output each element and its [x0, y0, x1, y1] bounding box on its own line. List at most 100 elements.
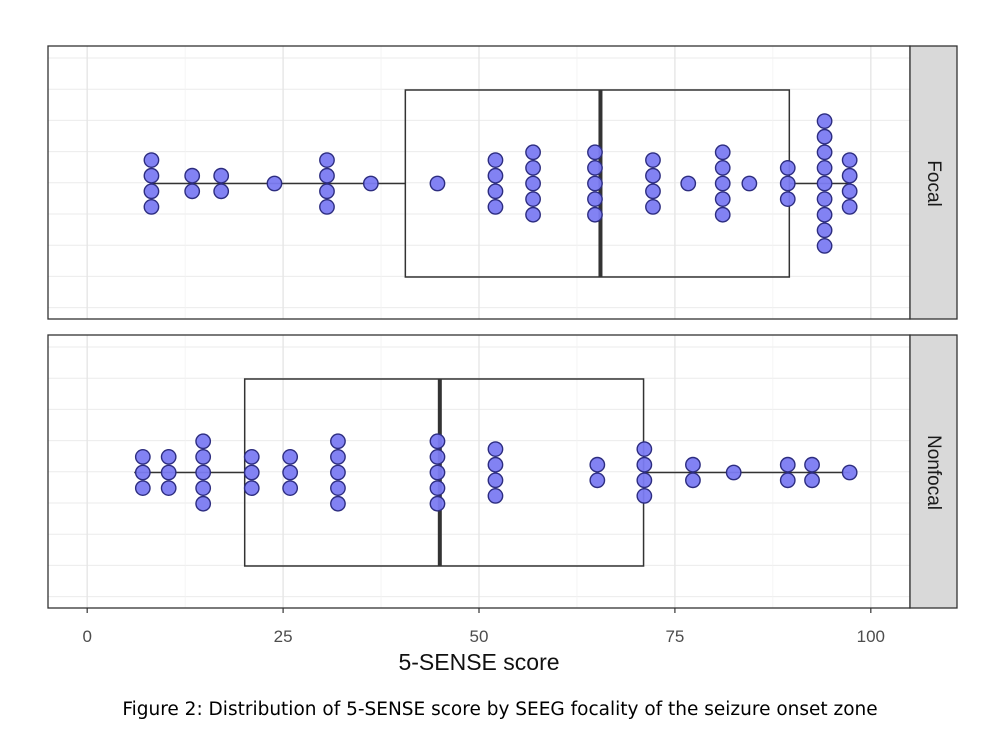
data-dot [213, 167, 230, 184]
data-dot [195, 495, 212, 512]
x-tick-label: 75 [665, 627, 684, 646]
data-dot [429, 495, 446, 512]
data-dot [243, 448, 260, 465]
data-dot [525, 191, 541, 208]
data-dot [714, 206, 731, 223]
data-dot [195, 480, 212, 496]
data-dot [282, 480, 299, 496]
data-dot [243, 480, 260, 496]
data-dot [587, 206, 603, 223]
strip-label: Nonfocal [923, 435, 944, 510]
data-dot [741, 175, 758, 192]
data-dot [487, 152, 504, 169]
x-tick-label: 100 [857, 627, 885, 646]
data-dot [816, 113, 833, 130]
data-dot [195, 433, 212, 450]
data-dot [243, 464, 260, 481]
data-dot [804, 472, 820, 489]
data-dot [319, 183, 335, 200]
data-dot [330, 480, 346, 496]
x-tick-label: 50 [470, 627, 489, 646]
data-dot [525, 175, 541, 192]
data-dot [816, 144, 833, 161]
data-dot [487, 441, 504, 457]
data-dot [841, 198, 858, 215]
data-dot [680, 175, 697, 192]
data-dot [330, 433, 346, 450]
data-dot [636, 456, 653, 473]
data-dot [587, 175, 603, 192]
data-dot [816, 128, 833, 145]
data-dot [816, 237, 833, 254]
data-dot [525, 206, 541, 223]
data-dot [587, 159, 603, 176]
data-dot [841, 167, 858, 184]
data-dot [143, 152, 160, 169]
data-dot [816, 191, 833, 208]
data-dot [645, 152, 661, 169]
data-dot [714, 175, 731, 192]
data-dot [319, 198, 335, 215]
data-dot [714, 144, 731, 161]
data-dot [816, 175, 833, 192]
data-dot [589, 472, 606, 489]
data-dot [266, 175, 283, 192]
data-dot [725, 464, 742, 481]
x-axis: 0 25 50 75 100 [82, 608, 885, 646]
data-dot [143, 183, 160, 200]
data-dot [779, 456, 796, 473]
data-dot [282, 448, 299, 465]
strip-label: Focal [923, 160, 944, 206]
data-dot [816, 159, 833, 176]
data-dot [525, 144, 541, 161]
data-dot [714, 159, 731, 176]
panel-focal: Focal [47, 45, 958, 320]
data-dot [195, 448, 212, 465]
data-dot [134, 448, 151, 465]
data-dot [816, 222, 833, 239]
data-dot [184, 167, 201, 184]
data-dot [779, 175, 796, 192]
panel-nonfocal: Nonfocal [47, 334, 958, 609]
data-dot [636, 472, 653, 489]
data-dot [487, 487, 504, 504]
data-dot [134, 464, 151, 481]
data-dot [429, 175, 446, 192]
data-dot [330, 464, 346, 481]
strip-background [909, 334, 958, 609]
data-dot [487, 167, 504, 184]
data-dot [645, 198, 661, 215]
data-dot [587, 191, 603, 208]
data-dot [841, 183, 858, 200]
data-dot [804, 456, 820, 473]
data-dot [779, 191, 796, 208]
data-dot [645, 167, 661, 184]
data-dot [330, 495, 346, 512]
data-dot [160, 464, 177, 481]
data-dot [685, 456, 701, 473]
figure-caption: Figure 2: Distribution of 5-SENSE score … [122, 699, 877, 720]
data-dot [841, 152, 858, 169]
data-dot [282, 464, 299, 481]
strip-background [909, 45, 958, 320]
data-dot [143, 198, 160, 215]
data-dot [160, 480, 177, 496]
data-dot [362, 175, 379, 192]
x-tick-label: 25 [274, 627, 293, 646]
x-axis-label: 5-SENSE score [398, 649, 559, 675]
data-dot [134, 480, 151, 496]
data-dot [195, 464, 212, 481]
data-dot [636, 487, 653, 504]
data-dot [587, 144, 603, 161]
data-dot [841, 464, 858, 481]
data-dot [779, 159, 796, 176]
data-dot [589, 456, 606, 473]
data-dot [487, 472, 504, 489]
data-dot [636, 441, 653, 457]
data-dot [714, 191, 731, 208]
data-dot [816, 206, 833, 223]
data-dot [429, 464, 446, 481]
data-dot [429, 433, 446, 450]
data-dot [487, 183, 504, 200]
